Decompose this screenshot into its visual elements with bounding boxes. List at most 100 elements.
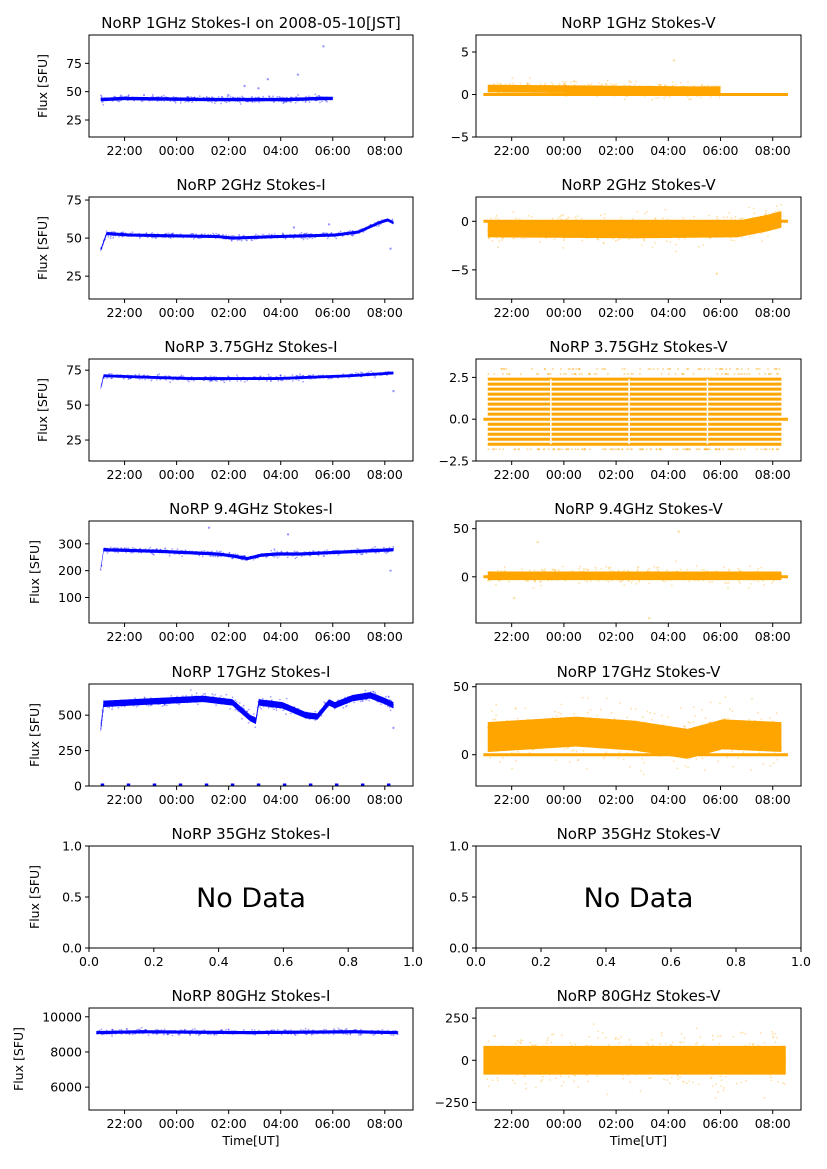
data-point [574,373,577,376]
data-point [565,732,567,734]
data-point [515,85,518,88]
data-point [656,222,659,225]
data-point [261,235,264,238]
data-point [553,238,556,241]
data-point [350,550,353,553]
data-point [125,98,128,100]
data-point [350,697,353,699]
data-point [117,98,120,100]
data-point [706,570,708,573]
data-point [387,701,389,703]
data-point [307,714,310,717]
data-point [392,547,395,550]
data-point [679,707,682,710]
data-point [682,577,685,580]
data-point [100,96,103,99]
data-point [238,235,241,238]
data-point [651,93,654,95]
data-point [500,237,503,240]
data-point [764,373,767,376]
data-point [161,376,164,378]
data-point [770,747,773,749]
data-point [243,708,246,711]
data-point [149,546,152,549]
data-point [286,234,288,237]
data-point [203,549,206,552]
data-point [181,699,184,702]
data-point [296,550,299,553]
data-point [208,235,210,238]
data-point [704,727,706,730]
data-point [218,235,221,238]
data-band [100,692,394,733]
data-point [523,576,526,579]
data-point [509,224,511,227]
data-point [299,98,302,101]
data-point [618,729,620,732]
data-point [264,237,266,240]
data-point [202,378,205,381]
data-point [187,99,190,102]
data-point [288,553,291,555]
data-point [663,574,666,577]
data-point [508,373,511,376]
data-point [166,549,169,552]
data-point [163,704,166,706]
data-point [317,95,320,98]
data-point [512,572,515,574]
data-point [675,574,677,577]
data-point [176,376,179,379]
data-point [758,724,760,727]
data-point [679,573,682,576]
data-point [184,551,187,554]
data-point [498,222,500,225]
axes-frame [475,196,802,300]
data-point [152,549,155,552]
data-point [148,98,151,101]
data-point [308,101,311,104]
data-point [155,96,158,99]
data-point [717,739,719,742]
data-point [553,575,556,577]
data-point [727,577,729,579]
outlier-point [327,223,331,226]
data-point [173,698,176,701]
data-point [546,84,549,87]
data-point [323,551,325,554]
data-point [668,228,671,231]
data-point [265,701,268,704]
data-point [377,550,379,553]
data-point [274,98,277,101]
data-point [333,233,336,236]
data-point [566,87,569,89]
data-point [599,718,601,721]
data-point [689,228,691,230]
data-point [733,725,735,728]
data-point [309,715,311,718]
data-point [236,97,238,100]
data-point [154,99,157,102]
data-point [368,225,371,227]
data-point [354,231,356,234]
data-point [329,232,332,235]
data-point [623,735,625,737]
data-point [307,715,309,718]
outlier-point [292,226,296,229]
data-point [255,554,258,557]
data-point [230,703,233,705]
data-point [629,577,632,579]
data-point [643,89,645,92]
data-point [684,237,686,240]
data-point [620,580,623,583]
data-point [638,576,640,579]
data-point [257,96,260,99]
data-point [661,233,664,236]
data-point [276,553,278,556]
data-point [200,550,203,553]
data-point [346,695,349,698]
data-point [201,555,204,558]
data-point [235,236,238,239]
x-tick-label: 22:00 [494,143,530,158]
data-point [566,742,569,744]
data-point [614,721,617,723]
